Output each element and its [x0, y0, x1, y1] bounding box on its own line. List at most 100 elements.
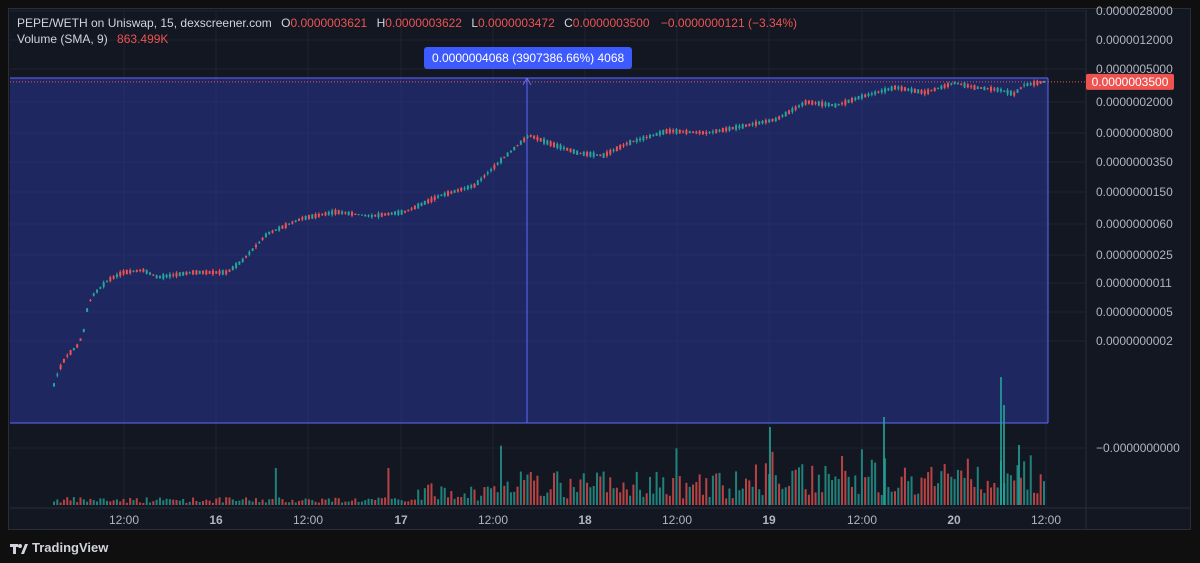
volume-bar — [420, 499, 423, 505]
candle-body — [89, 299, 92, 301]
candle-body — [245, 256, 248, 258]
volume-bar — [586, 482, 589, 505]
volume-bars — [53, 377, 1045, 505]
candle-body — [321, 214, 324, 216]
candle-body — [205, 270, 208, 275]
y-tick-label: 0.0000000350 — [1096, 155, 1173, 169]
volume-bar — [307, 499, 310, 505]
volume-bar — [165, 498, 168, 505]
candle-body — [884, 88, 887, 93]
candle-body — [175, 272, 178, 277]
volume-bar — [552, 472, 555, 505]
volume-bar — [556, 471, 559, 505]
volume-bar — [284, 502, 287, 505]
candle-body — [66, 355, 69, 357]
candle-body — [251, 248, 254, 251]
volume-bar — [274, 467, 277, 505]
volume-bar — [278, 497, 281, 505]
candle-body — [493, 164, 496, 169]
volume-bar — [344, 501, 347, 505]
x-tick-label: 16 — [209, 513, 223, 527]
volume-bar — [864, 477, 867, 505]
volume-bar — [850, 486, 853, 505]
candle-body — [1043, 80, 1045, 83]
volume-bar — [496, 492, 499, 505]
candle-body — [599, 154, 602, 157]
volume-bar — [705, 478, 708, 505]
candle-body — [887, 88, 890, 91]
candle-body — [847, 99, 850, 104]
candle-body — [582, 151, 585, 156]
volume-bar — [976, 466, 979, 505]
volume-bar — [162, 500, 165, 505]
candle-body — [572, 149, 575, 154]
candle-body — [476, 180, 479, 185]
volume-bar — [112, 500, 115, 505]
candle-body — [387, 212, 390, 216]
candle-body — [112, 276, 115, 279]
candle-body — [69, 350, 72, 355]
candle-body — [132, 270, 135, 272]
candle-body — [662, 130, 665, 135]
candle-body — [602, 153, 605, 158]
candle-body — [284, 223, 287, 229]
volume-bar — [321, 498, 324, 505]
volume-bar — [658, 487, 661, 505]
volume-bar — [96, 501, 99, 505]
volume-bar — [761, 495, 764, 505]
candle-body — [165, 274, 168, 278]
volume-bar — [1006, 473, 1009, 505]
volume-bar — [854, 475, 857, 505]
volume-bar — [1013, 480, 1016, 505]
candle-body — [844, 100, 847, 105]
candle-body — [427, 199, 430, 204]
volume-bar — [301, 500, 304, 505]
ohlc-legend: PEPE/WETH on Uniswap, 15, dexscreener.co… — [17, 16, 799, 30]
volume-bar — [483, 487, 486, 505]
volume-bar — [198, 502, 201, 505]
volume-bar — [986, 480, 989, 505]
candle-body — [235, 263, 238, 269]
candle-body — [490, 169, 493, 171]
volume-bar — [155, 499, 158, 505]
volume-bar — [837, 479, 840, 505]
candle-body — [92, 293, 95, 296]
candle-body — [774, 117, 777, 121]
volume-bar — [238, 500, 241, 505]
volume-bar — [996, 487, 999, 505]
candle-body — [324, 212, 327, 216]
candle-body — [331, 210, 334, 215]
candle-body — [294, 220, 297, 222]
volume-bar — [317, 502, 320, 505]
candle-body — [771, 118, 774, 122]
volume-bar — [592, 485, 595, 505]
candle-body — [804, 100, 807, 105]
candle-body — [549, 141, 552, 146]
volume-bar — [847, 476, 850, 505]
volume-bar — [913, 494, 916, 505]
tradingview-footer[interactable]: TradingView — [10, 540, 108, 555]
y-tick-label: −0.0000000000 — [1096, 441, 1180, 455]
candle-body — [178, 272, 181, 277]
close-label: C — [564, 16, 573, 30]
volume-bar — [135, 498, 138, 505]
volume-bar — [251, 501, 254, 505]
volume-bar — [897, 487, 900, 505]
candle-body — [748, 123, 751, 127]
candle-body — [612, 149, 615, 152]
volume-bar — [533, 480, 536, 505]
candle-body — [655, 132, 658, 136]
candle-body — [678, 129, 681, 134]
volume-bar — [347, 501, 350, 505]
candle-body — [347, 211, 350, 216]
volume-bar — [546, 492, 549, 505]
volume-bar — [685, 482, 688, 505]
candle-body — [642, 136, 645, 141]
volume-bar — [129, 497, 132, 505]
candle-body — [867, 93, 870, 96]
volume-bar — [294, 502, 297, 505]
volume-bar — [903, 467, 906, 505]
candle-body — [890, 86, 893, 91]
volume-bar — [980, 489, 983, 505]
